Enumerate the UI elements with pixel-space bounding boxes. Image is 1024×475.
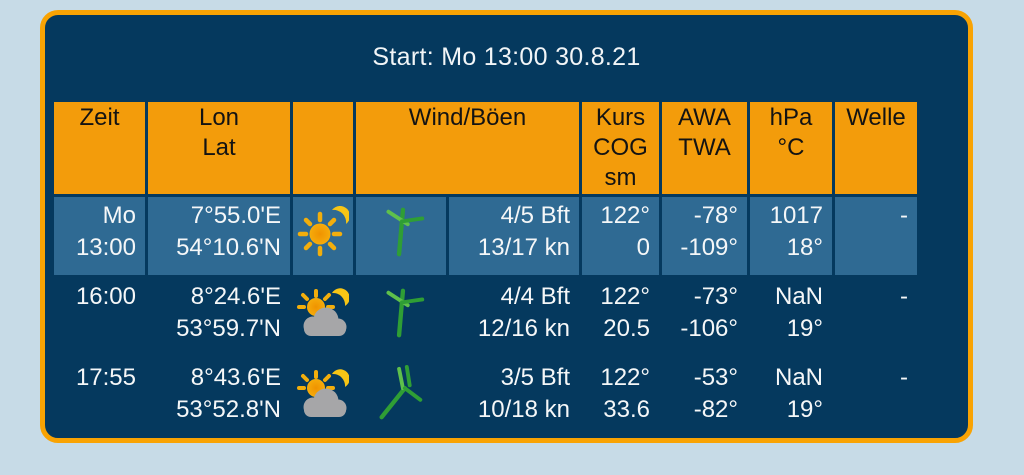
cell-hpa-degc: NaN 19° [774, 364, 823, 423]
header-welle: Welle [835, 102, 917, 194]
header-kurs-cog-sm: Kurs COG sm [582, 102, 659, 194]
cell-weather [293, 278, 353, 356]
cell-wind-text: 3/5 Bft 10/18 kn [477, 364, 570, 423]
cell-welle: - [900, 283, 908, 310]
cell-weather [293, 359, 353, 437]
cell-zeit: 17:55 [75, 364, 136, 391]
header-weather-icon-col [293, 102, 353, 194]
wind-barb-icon [372, 203, 430, 261]
cell-awa-twa: -73° -106° [680, 283, 738, 342]
route-weather-table: Zeit Lon Lat Wind/Böen Kurs COG sm AWA T… [51, 99, 920, 438]
route-start-title: Start: Mo 13:00 30.8.21 [372, 42, 641, 71]
header-awa-twa: AWA TWA [662, 102, 747, 194]
cell-welle: - [900, 364, 908, 391]
header-zeit: Zeit [54, 102, 145, 194]
cell-wind-text: 4/5 Bft 13/17 kn [449, 197, 579, 275]
cell-kurs: 122° 33.6 [600, 364, 650, 423]
cell-zeit: 16:00 [75, 283, 136, 310]
cell-weather [293, 197, 353, 275]
cell-welle: - [835, 197, 917, 275]
sun-moon-icon [297, 204, 349, 260]
cell-awa-twa: -78° -109° [662, 197, 747, 275]
cell-wind-barb [356, 197, 446, 275]
cell-hpa-degc: NaN 19° [774, 283, 823, 342]
wind-barb-icon [372, 284, 430, 342]
cell-wind-barb [356, 359, 446, 437]
table-header-row: Zeit Lon Lat Wind/Böen Kurs COG sm AWA T… [54, 102, 917, 194]
cell-lon-lat: 7°55.0'E 54°10.6'N [148, 197, 290, 275]
cell-zeit: Mo 13:00 [54, 197, 145, 275]
header-lon-lat: Lon Lat [148, 102, 290, 194]
cell-lon-lat: 8°24.6'E 53°59.7'N [176, 283, 281, 342]
cell-kurs: 122° 20.5 [600, 283, 650, 342]
wind-barb-icon [372, 365, 430, 423]
route-point-row[interactable]: 17:55 8°43.6'E 53°52.8'N 3/5 Bft 10/18 k… [54, 359, 917, 437]
sun-cloud-moon-icon [297, 366, 352, 419]
header-wind-boeen: Wind/Böen [356, 102, 579, 194]
route-point-row[interactable]: Mo 13:00 7°55.0'E 54°10.6'N 4/5 Bft 13/1… [54, 197, 917, 275]
cell-hpa-degc: 1017 18° [750, 197, 832, 275]
sun-cloud-moon-icon [297, 285, 352, 338]
header-hpa-degc: hPa °C [750, 102, 832, 194]
cell-kurs: 122° 0 [582, 197, 659, 275]
cell-wind-text: 4/4 Bft 12/16 kn [477, 283, 570, 342]
cell-awa-twa: -53° -82° [693, 364, 738, 423]
cell-lon-lat: 8°43.6'E 53°52.8'N [176, 364, 281, 423]
cell-wind-barb [356, 278, 446, 356]
route-weather-panel: Start: Mo 13:00 30.8.21 Zeit Lon Lat Win… [40, 10, 973, 443]
route-point-row[interactable]: 16:00 8°24.6'E 53°59.7'N 4/4 Bft 12/16 k… [54, 278, 917, 356]
